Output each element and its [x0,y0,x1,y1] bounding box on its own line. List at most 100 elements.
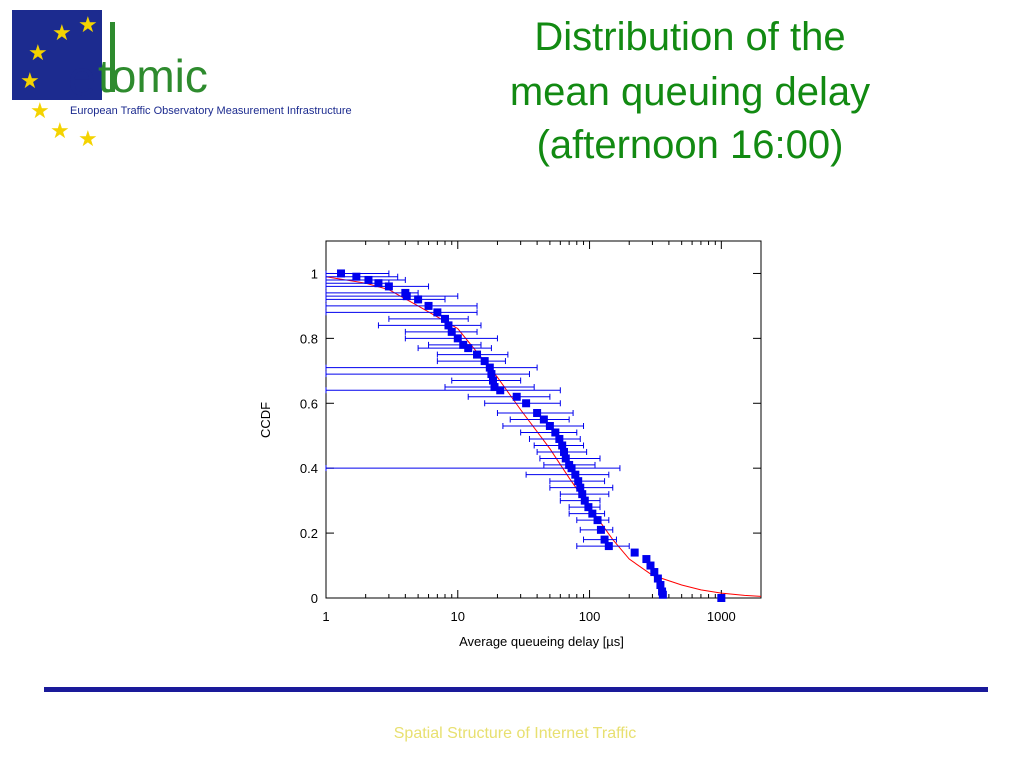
data-point [433,308,442,317]
data-point [588,509,597,518]
data-point [496,386,505,395]
data-point [490,383,499,392]
error-bar [325,364,538,371]
data-point [364,275,373,284]
data-point [596,525,605,534]
data-point [487,370,496,379]
svg-text:★: ★ [20,68,40,93]
error-bar [325,465,621,472]
data-point [337,269,346,278]
svg-text:★: ★ [50,118,70,143]
svg-text:★: ★ [52,20,72,45]
error-bar [436,358,506,365]
data-point [630,548,639,557]
data-point [539,415,548,424]
data-point [453,334,462,343]
error-bar [576,517,610,524]
data-point [578,490,587,499]
y-tick-label: 0.2 [300,526,318,541]
error-bar [325,296,446,303]
error-bar [525,471,610,478]
error-bar [559,497,601,504]
y-tick-label: 0.6 [300,396,318,411]
error-bar [325,309,478,316]
error-bar [404,328,478,335]
error-bar [520,429,578,436]
data-point [604,542,613,551]
data-point [459,340,468,349]
data-point [593,516,602,525]
slide-title: Distribution of the mean queuing delay (… [510,15,870,167]
y-tick-label: 0.8 [300,331,318,346]
data-point [441,314,450,323]
logo-square [12,10,102,100]
footer-text: Spatial Structure of Internet Traffic [394,725,637,742]
data-point [473,350,482,359]
data-point [567,464,576,473]
footer-rule [44,687,988,692]
x-tick-label: 1 [322,609,329,624]
y-axis-label: CCDF [258,402,273,438]
error-bar [377,322,482,329]
error-bar [502,422,585,429]
data-point [402,292,411,301]
svg-text:★: ★ [78,126,98,151]
chart: 1 10 100 1000 0 0.2 0.4 0.6 0.8 1 Average queueing… [258,240,762,649]
error-bar [436,351,509,358]
data-point [574,477,583,486]
logo-bar [110,22,115,92]
data-point [480,357,489,366]
title-line: (afternoon 16:00) [537,123,844,167]
error-bar [509,416,570,423]
logo-initial: e [68,50,96,106]
data-point [444,321,453,330]
svg-text:★: ★ [78,12,98,37]
data-point [558,441,567,450]
data-point [656,581,665,590]
error-bar [467,393,551,400]
error-bar [325,293,459,300]
error-bar [325,371,530,378]
error-bar [444,384,535,391]
data-point [488,376,497,385]
x-tick-label: 10 [451,609,465,624]
error-bar [539,455,601,462]
title-line: mean queuing delay [510,70,870,114]
error-bar [325,387,561,394]
data-point [352,272,361,281]
x-tick-label: 100 [579,609,601,624]
title-line: Distribution of the [534,15,845,59]
data-point [545,421,554,430]
data-point [512,392,521,401]
data-point [464,344,473,353]
error-bar [583,536,617,543]
data-point [447,327,456,336]
error-bar [528,435,581,442]
y-tick-label: 0.4 [300,461,318,476]
y-tick-label: 1 [311,266,318,281]
data-point [650,568,659,577]
data-point [533,409,542,418]
logo-subtitle: European Traffic Observatory Measurement… [70,105,352,117]
logo-stars: ★ ★★ ★★★ ★ [20,12,98,151]
svg-text:★: ★ [28,40,48,65]
x-tick-label: 1000 [707,609,736,624]
error-bar [576,543,630,550]
data-point [561,454,570,463]
data-point [642,555,651,564]
y-tick-label: 0 [311,591,318,606]
data-point [384,282,393,291]
data-point [522,399,531,408]
data-point [571,470,580,479]
data-point [717,594,726,602]
error-bar [568,510,606,517]
data-point [560,447,569,456]
error-bar [325,302,478,309]
logo: ★ ★★ ★★★ ★ e tomic European Traffic Observ… [12,10,352,151]
data-point [646,561,655,570]
error-bar [417,345,492,352]
data-point [374,279,383,288]
data-point [485,363,494,372]
data-point [414,295,423,304]
fit-curve [325,276,762,597]
